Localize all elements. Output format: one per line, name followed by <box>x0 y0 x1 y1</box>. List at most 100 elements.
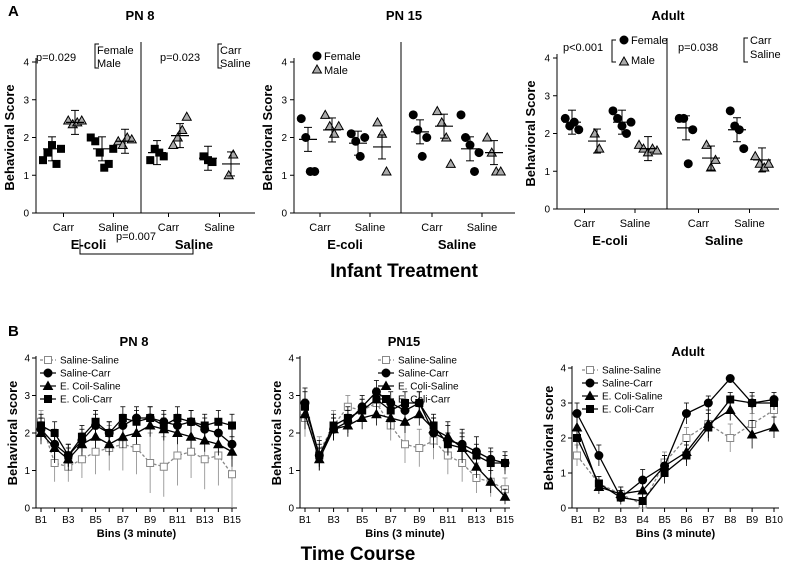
adult-data-point <box>710 154 721 164</box>
tc_pn15-y-tick-label: 3 <box>288 391 294 402</box>
adult-legend-female-marker <box>619 35 629 45</box>
time-course-label: Time Course <box>301 544 416 565</box>
adult-y-axis-label: Behavioral Score <box>523 80 538 186</box>
tc_adult-data-point <box>681 409 691 418</box>
pn8-bracket-label: Male <box>97 58 121 70</box>
tc_pn8-x-tick-label: B13 <box>196 515 214 526</box>
tc_pn8-legend-label: E. Coli-Carr <box>60 395 113 406</box>
tc_adult-y-tick-label: 2 <box>560 434 566 445</box>
pn15-data-point <box>431 105 443 116</box>
pn8-category-label: Carr <box>158 222 180 234</box>
tc_pn8-x-tick-label: B7 <box>117 515 130 526</box>
tc_adult-y-tick-label: 0 <box>560 504 566 515</box>
adult-data-point <box>608 106 618 116</box>
pn15-category-label: Carr <box>421 222 443 234</box>
pn15-category-label: Saline <box>467 222 498 234</box>
pn8-category-label: Saline <box>98 222 129 234</box>
pn15-legend-female: Female <box>324 51 361 63</box>
pn8-data-point <box>167 139 179 150</box>
adult-data-point <box>589 127 601 138</box>
adult-y-tick-label: 3 <box>544 91 550 102</box>
tc_adult-legend-marker <box>586 366 594 374</box>
adult-y-tick-label: 1 <box>544 167 550 178</box>
tc_pn15-y-tick-label: 0 <box>288 504 294 515</box>
pn8-bracket-label: Female <box>97 45 134 57</box>
tc_adult-title: Adult <box>671 344 705 359</box>
tc_pn8-data-point <box>146 459 155 467</box>
tc_pn8-data-point <box>159 421 168 430</box>
tc_adult-data-point <box>724 404 736 414</box>
tc_pn8-legend-label: Saline-Carr <box>60 369 111 380</box>
pn15-data-point <box>351 136 361 146</box>
adult-data-point <box>739 144 749 154</box>
tc_pn8-data-point <box>77 455 86 464</box>
tc_pn15-x-axis-label: Bins (3 minute) <box>365 528 445 540</box>
tc_pn15-x-tick-label: B7 <box>385 515 398 526</box>
tc_pn15-data-point <box>315 451 324 460</box>
tc_pn15-data-point <box>415 399 424 407</box>
tc_pn15-data-point <box>329 421 338 430</box>
tc_pn15-x-tick-label: B11 <box>439 515 456 526</box>
tc_pn15-legend-label: E. Coli-Saline <box>398 382 459 393</box>
pn8-group-label: E-coli <box>71 237 106 252</box>
tc_adult-x-tick-label: B9 <box>746 515 759 526</box>
tc_pn8-x-tick-label: B11 <box>169 515 186 526</box>
adult-y-tick-label: 4 <box>544 54 550 65</box>
tc_pn8-data-point <box>146 414 155 422</box>
tc_pn15-data-point <box>486 459 495 467</box>
tc_pn15-data-point <box>415 444 424 452</box>
tc_adult-data-point <box>572 409 582 418</box>
adult-data-point <box>593 143 605 153</box>
pn15-y-tick-label: 3 <box>281 95 287 106</box>
tc_adult-data-point <box>594 479 603 488</box>
tc_adult-x-tick-label: B3 <box>615 515 628 526</box>
pn15-data-point <box>461 133 470 142</box>
pn15-y-tick-label: 1 <box>281 171 287 182</box>
panel-b-label: B <box>8 323 19 340</box>
pn8-data-point <box>172 131 184 142</box>
tc_adult-data-point <box>638 497 647 505</box>
tc_pn8-x-tick-label: B9 <box>144 515 157 526</box>
tc_pn15-data-point <box>501 459 509 467</box>
pn15-group-label: Saline <box>438 237 476 252</box>
pn8-category-label: Carr <box>53 222 75 234</box>
tc_adult-data-point <box>682 434 691 442</box>
pn8-sex-bracket <box>94 43 99 69</box>
adult-legend-female: Female <box>631 35 668 47</box>
pn15-data-point <box>474 148 484 158</box>
pn15-data-point <box>319 109 331 119</box>
tc_pn8-data-point <box>50 429 59 437</box>
tc_pn8-data-point <box>173 414 182 422</box>
pn15-data-point <box>413 125 423 135</box>
pn8-bracket-label: Saline <box>220 58 251 70</box>
pn8-data-point <box>91 137 100 146</box>
pn15-data-point <box>324 120 336 131</box>
adult-y-tick-label: 2 <box>544 129 550 140</box>
tc_pn15-data-point <box>371 408 382 419</box>
tc_pn15-data-point <box>472 451 481 460</box>
tc_pn8-data-point <box>172 427 183 437</box>
tc_pn8-x-tick-label: B5 <box>89 515 102 526</box>
tc_pn8-data-point <box>37 421 45 430</box>
tc_pn15-data-point <box>485 476 497 486</box>
tc_adult-data-point <box>768 421 780 432</box>
tc_pn15-y-tick-label: 1 <box>288 466 294 477</box>
tc_pn15-y-tick-label: 2 <box>288 429 294 440</box>
tc_pn15-x-tick-label: B13 <box>468 515 486 526</box>
tc_adult-data-point <box>638 475 648 485</box>
tc_adult-y-axis-label: Behavioral score <box>541 386 556 491</box>
pn8-pvalue-treatment: p=0.023 <box>160 52 200 64</box>
tc_pn8-data-point <box>213 438 224 449</box>
pn15-y-tick-label: 2 <box>281 133 287 144</box>
tc_pn15-data-point <box>429 421 438 430</box>
pn8-data-point <box>146 156 155 165</box>
adult-data-point <box>763 158 775 168</box>
tc_adult-x-tick-label: B6 <box>680 515 693 526</box>
tc_adult-x-tick-label: B5 <box>658 515 671 526</box>
tc_adult-data-point <box>746 428 758 439</box>
adult-data-point <box>574 125 584 135</box>
tc_pn8-data-point <box>228 421 236 430</box>
pn8-y-axis-label: Behavioral Score <box>2 84 17 190</box>
adult-sex-bracket <box>611 39 616 63</box>
adult-legend-male-marker <box>618 55 630 66</box>
